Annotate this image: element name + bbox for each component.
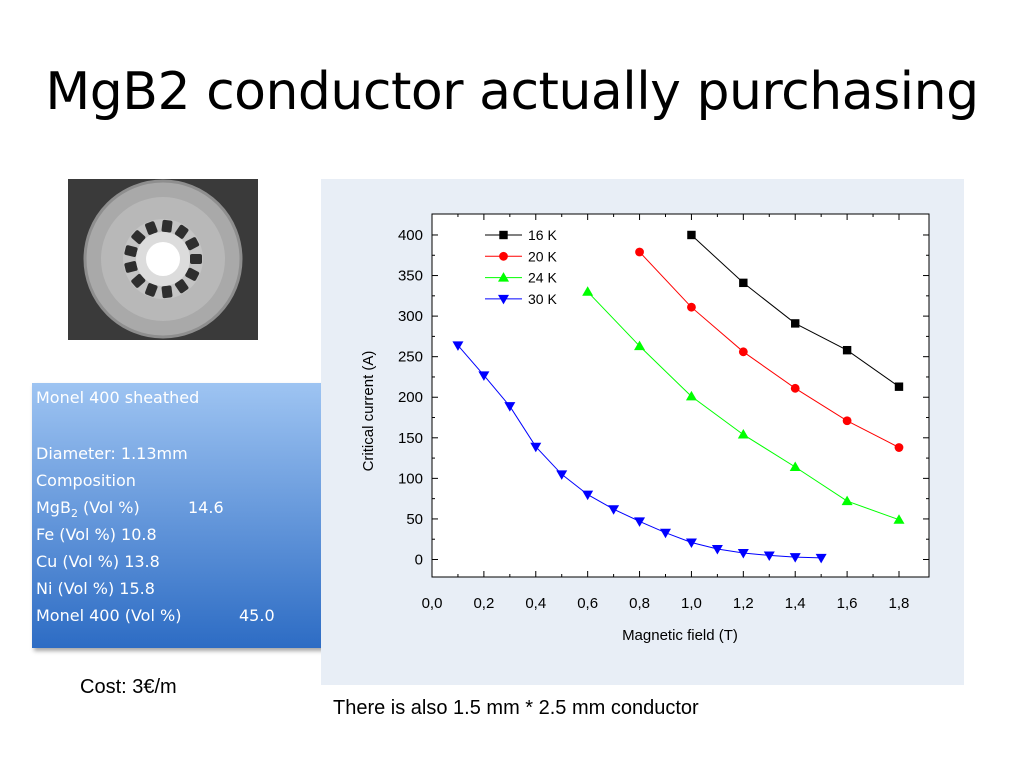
y-tick-label: 300: [398, 308, 423, 325]
y-tick-label: 0: [415, 552, 423, 569]
legend-label: 24 K: [528, 270, 557, 286]
series-30k: [452, 341, 827, 564]
spec-fe: Fe (Vol %) 10.8: [36, 525, 157, 544]
x-tick-label: 0,2: [473, 595, 494, 612]
data-point: [791, 319, 800, 328]
y-tick-label: 200: [398, 389, 423, 406]
legend-label: 16 K: [528, 227, 557, 243]
x-axis-label: Magnetic field (T): [622, 627, 738, 644]
conductor-spec-box: Monel 400 sheathed Diameter: 1.13mm Comp…: [32, 383, 324, 648]
cost-label: Cost: 3€/m: [80, 676, 177, 698]
data-point: [452, 341, 464, 351]
y-tick-label: 50: [406, 511, 423, 528]
spec-composition-heading: Composition: [36, 471, 136, 490]
data-point: [685, 538, 697, 548]
data-point: [763, 551, 775, 561]
data-point: [893, 514, 905, 524]
data-point: [894, 443, 904, 452]
data-point: [634, 517, 646, 527]
spec-ni: Ni (Vol %) 15.8: [36, 579, 155, 598]
conductor-cross-section-image: [68, 179, 258, 340]
x-tick-label: 0,4: [525, 595, 546, 612]
x-tick-label: 1,8: [889, 595, 910, 612]
y-tick-label: 400: [398, 227, 423, 244]
spec-cu: Cu (Vol %) 13.8: [36, 552, 160, 571]
spec-sheath: Monel 400 sheathed: [36, 388, 200, 407]
legend-marker: [499, 251, 508, 261]
x-tick-label: 0,6: [577, 595, 598, 612]
series-16k: [687, 230, 904, 391]
data-point: [687, 302, 696, 312]
data-point: [608, 505, 620, 515]
data-point: [739, 278, 748, 288]
spec-monel-value: 45.0: [239, 606, 275, 625]
legend-marker: [498, 272, 509, 282]
data-point: [737, 429, 749, 439]
data-point: [478, 371, 490, 381]
x-tick-label: 0,8: [629, 595, 650, 612]
x-tick-label: 1,6: [837, 595, 858, 612]
chart-panel: 0,0 0,2 0,4 0,6 0,8 1,0 1,2 1,4 1,6 1,8 0 50 100 150 2…: [321, 179, 964, 685]
spec-diameter: Diameter: 1.13mm: [36, 444, 188, 463]
data-point: [659, 528, 671, 539]
x-tick-label: 1,4: [785, 595, 806, 612]
data-point: [738, 347, 748, 357]
critical-current-chart: 0,0 0,2 0,4 0,6 0,8 1,0 1,2 1,4 1,6 1,8 0 50 100 150 2…: [360, 213, 930, 644]
series-24k: [582, 286, 905, 524]
data-point: [634, 340, 646, 351]
data-point: [789, 461, 801, 472]
legend-item: 30 K: [485, 291, 557, 307]
legend-item: 16 K: [485, 227, 557, 243]
conductor-note: There is also 1.5 mm * 2.5 mm conductor: [333, 697, 699, 719]
x-tick-label: 0,0: [422, 595, 443, 612]
legend-item: 24 K: [485, 270, 557, 286]
y-tick-label: 100: [398, 470, 423, 487]
data-point: [842, 345, 852, 355]
y-axis-label: Critical current (A): [360, 351, 377, 472]
data-point: [789, 553, 801, 563]
data-point: [790, 383, 800, 393]
x-tick-label: 1,0: [681, 595, 702, 612]
data-point: [737, 549, 749, 559]
x-tick-label: 1,2: [733, 595, 754, 612]
legend-item: 20 K: [485, 248, 557, 264]
data-point: [842, 416, 852, 426]
spec-monel-label: Monel 400 (Vol %): [36, 606, 182, 625]
spec-mgb2-label: MgB2 (Vol %): [36, 498, 140, 521]
series-20k: [635, 247, 904, 452]
data-point: [815, 553, 827, 564]
slide-title: MgB2 conductor actually purchasing: [45, 62, 979, 122]
data-point: [685, 390, 697, 401]
legend-label: 30 K: [528, 291, 557, 307]
legend-marker: [498, 294, 509, 305]
data-point: [841, 495, 853, 506]
spec-mgb2-value: 14.6: [188, 498, 224, 517]
data-point: [582, 286, 594, 296]
y-tick-label: 250: [398, 349, 423, 366]
plot-frame: [431, 213, 930, 578]
data-point: [556, 470, 568, 480]
y-tick-label: 350: [398, 268, 423, 285]
series-line: [639, 251, 900, 448]
data-point: [711, 544, 723, 555]
data-point: [635, 247, 644, 257]
legend-marker: [499, 230, 508, 240]
data-point: [504, 402, 516, 412]
data-point: [687, 230, 696, 240]
legend-label: 20 K: [528, 248, 557, 264]
data-point: [530, 442, 542, 453]
data-point: [894, 382, 904, 391]
data-point: [582, 490, 594, 501]
y-tick-label: 150: [398, 430, 423, 447]
